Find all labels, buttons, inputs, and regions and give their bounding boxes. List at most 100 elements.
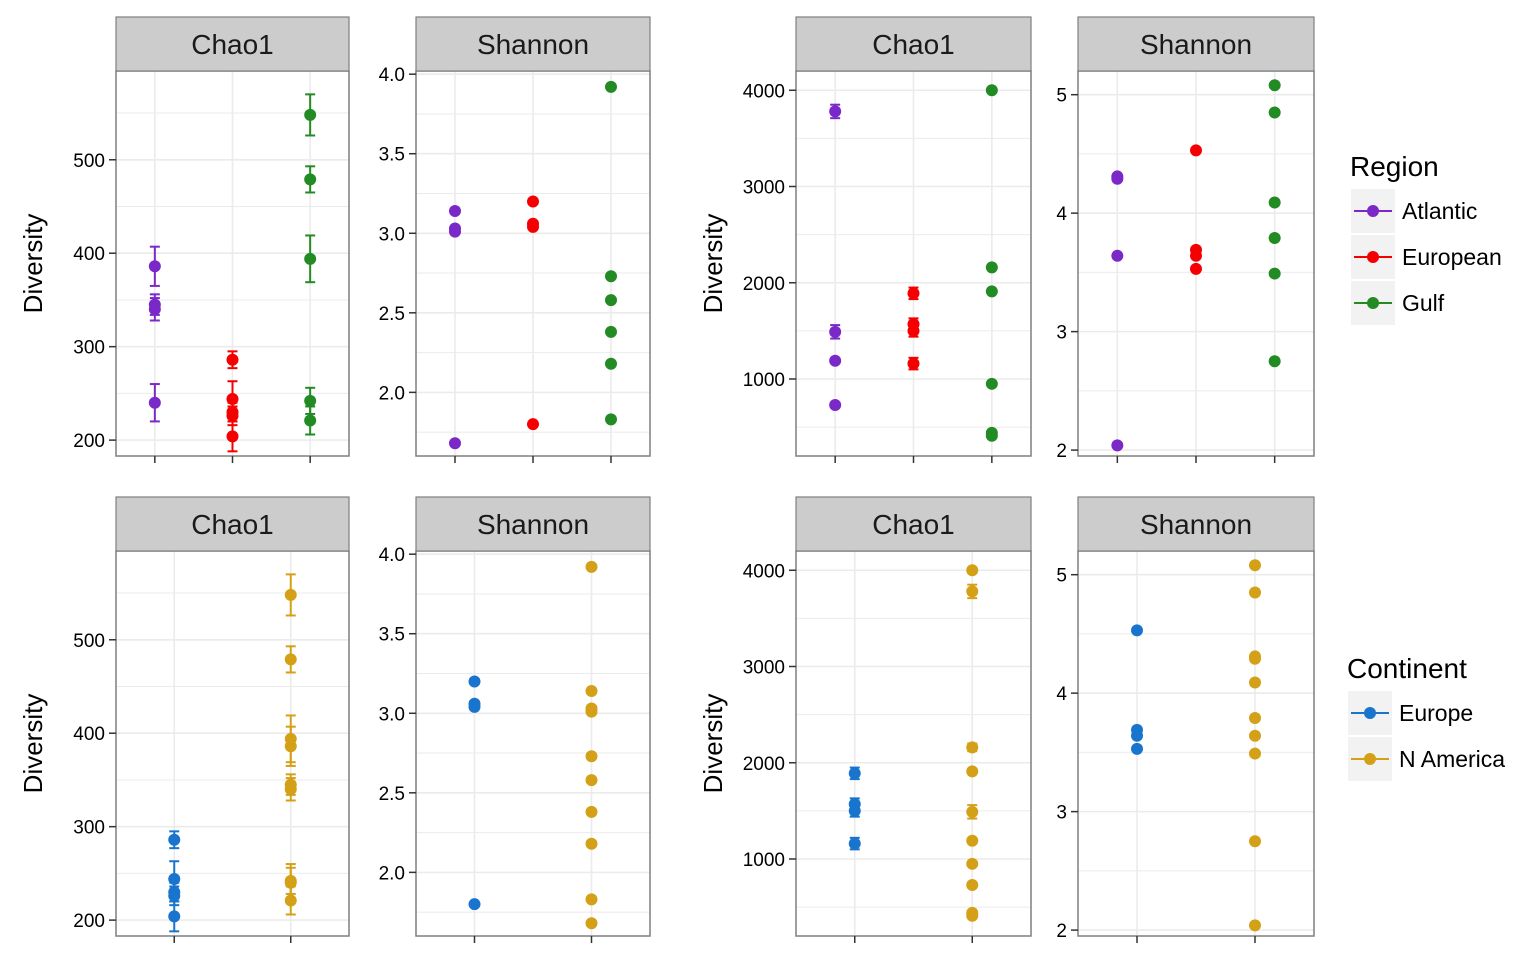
data-point: [148, 303, 161, 316]
y-tick-label: 3.0: [379, 224, 405, 245]
data-point: [304, 108, 317, 121]
y-tick-label: 2000: [743, 274, 785, 295]
facet-strip: [415, 16, 651, 72]
data-point: [284, 740, 297, 753]
y-tick-label: 2.5: [379, 784, 405, 805]
y-tick-label: 4000: [743, 81, 785, 102]
data-point: [304, 252, 317, 265]
data-point: [1249, 652, 1261, 665]
data-point: [226, 430, 239, 443]
y-tick-label: 2.5: [379, 304, 405, 325]
y-tick-label: 4.0: [379, 65, 405, 86]
data-point: [966, 857, 979, 870]
legend-entry: European: [1349, 233, 1502, 281]
data-point: [605, 357, 617, 370]
data-point: [585, 917, 598, 930]
legend-label: Atlantic: [1402, 198, 1477, 224]
data-point: [468, 898, 481, 911]
y-tick-label: 4.0: [379, 545, 405, 566]
y-tick-label: 2: [1056, 441, 1067, 462]
legend-title: Continent: [1347, 653, 1467, 684]
facet-strip: [415, 496, 651, 552]
facet-strip-label: Shannon: [1140, 509, 1252, 540]
y-tick-label: 3.5: [379, 145, 405, 166]
legend-entry: N America: [1346, 735, 1505, 783]
y-tick-label: 2.0: [379, 383, 405, 404]
y-tick-label: 5: [1056, 566, 1067, 587]
facet-strip: [795, 496, 1032, 552]
facet-strip: [115, 16, 350, 72]
data-point: [1131, 624, 1143, 637]
y-tick-label: 1000: [743, 370, 785, 391]
data-point: [1249, 712, 1261, 725]
legend-entry: Gulf: [1349, 279, 1445, 327]
data-point: [985, 377, 998, 390]
legend-label: Europe: [1399, 700, 1473, 726]
data-point: [1268, 232, 1281, 245]
data-point: [907, 324, 920, 337]
legend-key-point: [1367, 297, 1379, 309]
legend-key-point: [1364, 753, 1376, 765]
data-point: [585, 705, 598, 718]
data-point: [148, 260, 161, 273]
data-point: [284, 894, 297, 907]
facet-panel-6: Shannon 2.0 2.5 3.0 3.5 4.0: [379, 496, 651, 943]
data-point: [605, 294, 617, 307]
y-tick-label: 4: [1056, 204, 1067, 225]
data-point: [585, 805, 598, 818]
y-axis-title: Diversity: [18, 214, 48, 314]
data-point: [284, 588, 297, 601]
panel-background: [416, 551, 650, 936]
y-tick-label: 400: [73, 724, 105, 745]
data-point: [148, 396, 161, 409]
y-tick-label: 3000: [743, 658, 785, 679]
facet-panel-8: Shannon 2 3 4 5: [1056, 496, 1315, 943]
y-tick-label: 3.0: [379, 704, 405, 725]
y-tick-label: 2.0: [379, 863, 405, 884]
data-point: [449, 437, 461, 450]
data-point: [966, 878, 979, 891]
data-point: [1268, 196, 1281, 209]
facet-strip-label: Shannon: [477, 29, 589, 60]
facet-strip-label: Shannon: [477, 509, 589, 540]
y-tick-label: 3000: [743, 178, 785, 199]
data-point: [1131, 742, 1143, 755]
y-tick-label: 300: [73, 818, 105, 839]
data-point: [848, 804, 861, 817]
data-point: [848, 767, 861, 780]
data-point: [966, 805, 979, 818]
data-point: [449, 225, 461, 238]
y-tick-label: 300: [73, 338, 105, 359]
data-point: [468, 700, 481, 713]
data-point: [585, 560, 598, 573]
y-tick-label: 200: [73, 431, 105, 452]
y-tick-label: 1000: [743, 850, 785, 871]
data-point: [907, 357, 920, 370]
facet-panel-5: Chao1 200 300 400 500 Diversity: [18, 496, 350, 943]
legend-entry: Atlantic: [1349, 187, 1477, 235]
data-point: [966, 765, 979, 778]
data-point: [1249, 559, 1261, 572]
data-point: [168, 833, 181, 846]
facet-strip-label: Chao1: [191, 509, 274, 540]
data-point: [284, 783, 297, 796]
data-point: [829, 325, 842, 338]
data-point: [985, 429, 998, 442]
y-tick-label: 3: [1056, 803, 1067, 824]
data-point: [966, 909, 979, 922]
data-point: [304, 173, 317, 186]
facet-strip: [115, 496, 350, 552]
facet-strip: [1077, 16, 1315, 72]
data-point: [1249, 747, 1261, 760]
y-tick-label: 3: [1056, 323, 1067, 344]
legend-key-point: [1364, 707, 1376, 719]
data-point: [527, 418, 539, 431]
data-point: [226, 353, 239, 366]
legend-entry: Europe: [1346, 689, 1473, 737]
y-tick-label: 200: [73, 911, 105, 932]
data-point: [1249, 919, 1261, 932]
y-tick-label: 5: [1056, 86, 1067, 107]
legend-label: N America: [1399, 746, 1505, 772]
data-point: [1111, 249, 1124, 262]
